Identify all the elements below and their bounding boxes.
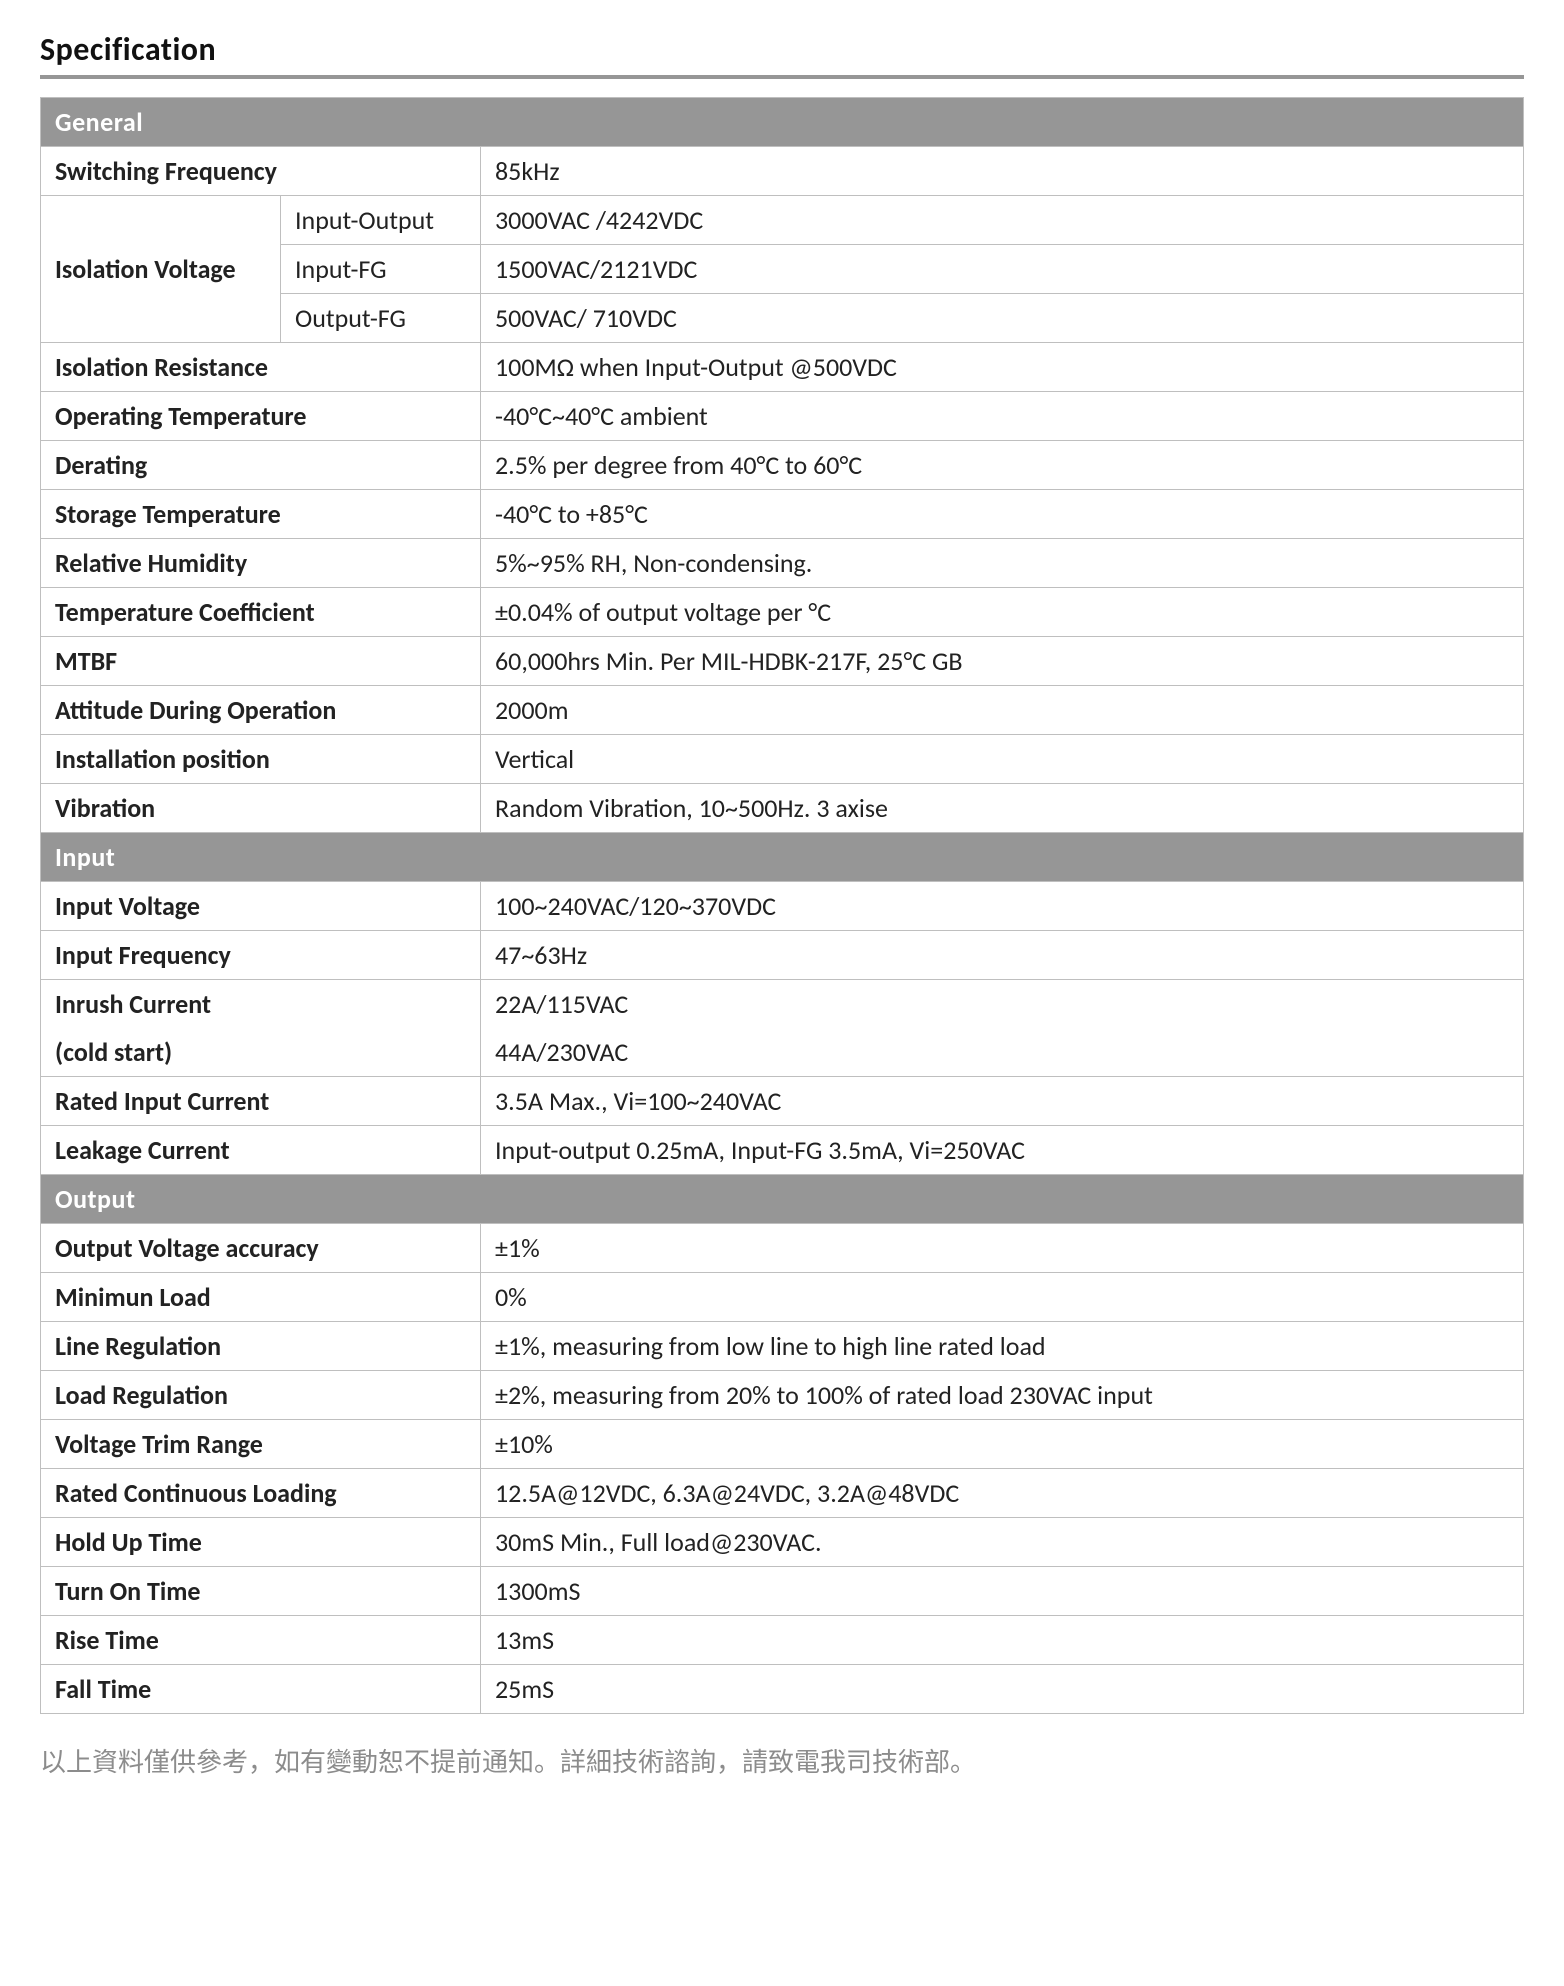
table-row: (cold start)44A/230VAC [41, 1028, 1524, 1077]
value-operating-temperature: -40°C~40°C ambient [481, 392, 1524, 441]
title-rule [40, 75, 1524, 79]
value-turn-on-time: 1300mS [481, 1567, 1524, 1616]
value-inrush-current-2: 44A/230VAC [481, 1028, 1524, 1077]
table-row: Hold Up Time30mS Min., Full load@230VAC. [41, 1518, 1524, 1567]
label-relative-humidity: Relative Humidity [41, 539, 481, 588]
table-row: Minimun Load0% [41, 1273, 1524, 1322]
value-voltage-trim-range: ±10% [481, 1420, 1524, 1469]
sublabel-iso-ifg: Input-FG [281, 245, 481, 294]
value-line-regulation: ±1%, measuring from low line to high lin… [481, 1322, 1524, 1371]
table-row: Line Regulation±1%, measuring from low l… [41, 1322, 1524, 1371]
value-hold-up-time: 30mS Min., Full load@230VAC. [481, 1518, 1524, 1567]
table-row: Rated Continuous Loading12.5A@12VDC, 6.3… [41, 1469, 1524, 1518]
table-row: Input Frequency47~63Hz [41, 931, 1524, 980]
table-row: VibrationRandom Vibration, 10~500Hz. 3 a… [41, 784, 1524, 833]
label-voltage-trim-range: Voltage Trim Range [41, 1420, 481, 1469]
table-row: Rise Time13mS [41, 1616, 1524, 1665]
value-load-regulation: ±2%, measuring from 20% to 100% of rated… [481, 1371, 1524, 1420]
label-mtbf: MTBF [41, 637, 481, 686]
table-row: Isolation Resistance100MΩ when Input-Out… [41, 343, 1524, 392]
label-inrush-current-cold: (cold start) [41, 1028, 481, 1077]
table-row: Rated Input Current3.5A Max., Vi=100~240… [41, 1077, 1524, 1126]
label-fall-time: Fall Time [41, 1665, 481, 1714]
table-row: Temperature Coefficient±0.04% of output … [41, 588, 1524, 637]
value-rated-continuous-loading: 12.5A@12VDC, 6.3A@24VDC, 3.2A@48VDC [481, 1469, 1524, 1518]
label-derating: Derating [41, 441, 481, 490]
table-row: Installation positionVertical [41, 735, 1524, 784]
value-leakage-current: Input-output 0.25mA, Input-FG 3.5mA, Vi=… [481, 1126, 1524, 1175]
value-installation-position: Vertical [481, 735, 1524, 784]
table-row: Turn On Time1300mS [41, 1567, 1524, 1616]
value-input-voltage: 100~240VAC/120~370VDC [481, 882, 1524, 931]
table-row: Input Voltage100~240VAC/120~370VDC [41, 882, 1524, 931]
label-storage-temperature: Storage Temperature [41, 490, 481, 539]
label-installation-position: Installation position [41, 735, 481, 784]
footnote: 以上資料僅供參考，如有變動恕不提前通知。詳細技術諮詢，請致電我司技術部。 [40, 1742, 1524, 1779]
value-mtbf: 60,000hrs Min. Per MIL-HDBK-217F, 25°C G… [481, 637, 1524, 686]
label-isolation-resistance: Isolation Resistance [41, 343, 481, 392]
value-iso-ifg: 1500VAC/2121VDC [481, 245, 1524, 294]
label-hold-up-time: Hold Up Time [41, 1518, 481, 1567]
label-inrush-current: Inrush Current [41, 980, 481, 1029]
label-temperature-coefficient: Temperature Coefficient [41, 588, 481, 637]
table-row: Storage Temperature-40°C to +85°C [41, 490, 1524, 539]
value-relative-humidity: 5%~95% RH, Non-condensing. [481, 539, 1524, 588]
value-vibration: Random Vibration, 10~500Hz. 3 axise [481, 784, 1524, 833]
label-input-frequency: Input Frequency [41, 931, 481, 980]
label-load-regulation: Load Regulation [41, 1371, 481, 1420]
table-row: Switching Frequency 85kHz [41, 147, 1524, 196]
table-row: Operating Temperature-40°C~40°C ambient [41, 392, 1524, 441]
label-attitude: Attitude During Operation [41, 686, 481, 735]
label-output-voltage-accuracy: Output Voltage accuracy [41, 1224, 481, 1273]
value-iso-io: 3000VAC /4242VDC [481, 196, 1524, 245]
value-attitude: 2000m [481, 686, 1524, 735]
table-row: Inrush Current22A/115VAC [41, 980, 1524, 1029]
label-isolation-voltage: Isolation Voltage [41, 196, 281, 343]
table-row: Fall Time25mS [41, 1665, 1524, 1714]
label-rise-time: Rise Time [41, 1616, 481, 1665]
value-output-voltage-accuracy: ±1% [481, 1224, 1524, 1273]
label-vibration: Vibration [41, 784, 481, 833]
table-row: Attitude During Operation2000m [41, 686, 1524, 735]
sublabel-iso-ofg: Output-FG [281, 294, 481, 343]
section-header-general: General [41, 98, 1524, 147]
value-inrush-current-1: 22A/115VAC [481, 980, 1524, 1029]
value-isolation-resistance: 100MΩ when Input-Output @500VDC [481, 343, 1524, 392]
value-fall-time: 25mS [481, 1665, 1524, 1714]
table-row: Leakage CurrentInput-output 0.25mA, Inpu… [41, 1126, 1524, 1175]
sublabel-iso-io: Input-Output [281, 196, 481, 245]
value-input-frequency: 47~63Hz [481, 931, 1524, 980]
label-switching-frequency: Switching Frequency [41, 147, 481, 196]
label-rated-input-current: Rated Input Current [41, 1077, 481, 1126]
table-row: MTBF60,000hrs Min. Per MIL-HDBK-217F, 25… [41, 637, 1524, 686]
label-operating-temperature: Operating Temperature [41, 392, 481, 441]
table-row: Voltage Trim Range±10% [41, 1420, 1524, 1469]
table-row: Relative Humidity5%~95% RH, Non-condensi… [41, 539, 1524, 588]
value-switching-frequency: 85kHz [481, 147, 1524, 196]
label-input-voltage: Input Voltage [41, 882, 481, 931]
value-temperature-coefficient: ±0.04% of output voltage per °C [481, 588, 1524, 637]
value-minimum-load: 0% [481, 1273, 1524, 1322]
table-row: Isolation Voltage Input-Output 3000VAC /… [41, 196, 1524, 245]
value-iso-ofg: 500VAC/ 710VDC [481, 294, 1524, 343]
label-rated-continuous-loading: Rated Continuous Loading [41, 1469, 481, 1518]
value-storage-temperature: -40°C to +85°C [481, 490, 1524, 539]
label-turn-on-time: Turn On Time [41, 1567, 481, 1616]
value-rated-input-current: 3.5A Max., Vi=100~240VAC [481, 1077, 1524, 1126]
section-header-input: Input [41, 833, 1524, 882]
page-title: Specification [40, 30, 1524, 69]
value-rise-time: 13mS [481, 1616, 1524, 1665]
table-row: Derating2.5% per degree from 40°C to 60°… [41, 441, 1524, 490]
section-header-output: Output [41, 1175, 1524, 1224]
label-minimum-load: Minimun Load [41, 1273, 481, 1322]
label-line-regulation: Line Regulation [41, 1322, 481, 1371]
spec-table: General Switching Frequency 85kHz Isolat… [40, 97, 1524, 1714]
label-leakage-current: Leakage Current [41, 1126, 481, 1175]
value-derating: 2.5% per degree from 40°C to 60°C [481, 441, 1524, 490]
table-row: Load Regulation±2%, measuring from 20% t… [41, 1371, 1524, 1420]
table-row: Output Voltage accuracy±1% [41, 1224, 1524, 1273]
